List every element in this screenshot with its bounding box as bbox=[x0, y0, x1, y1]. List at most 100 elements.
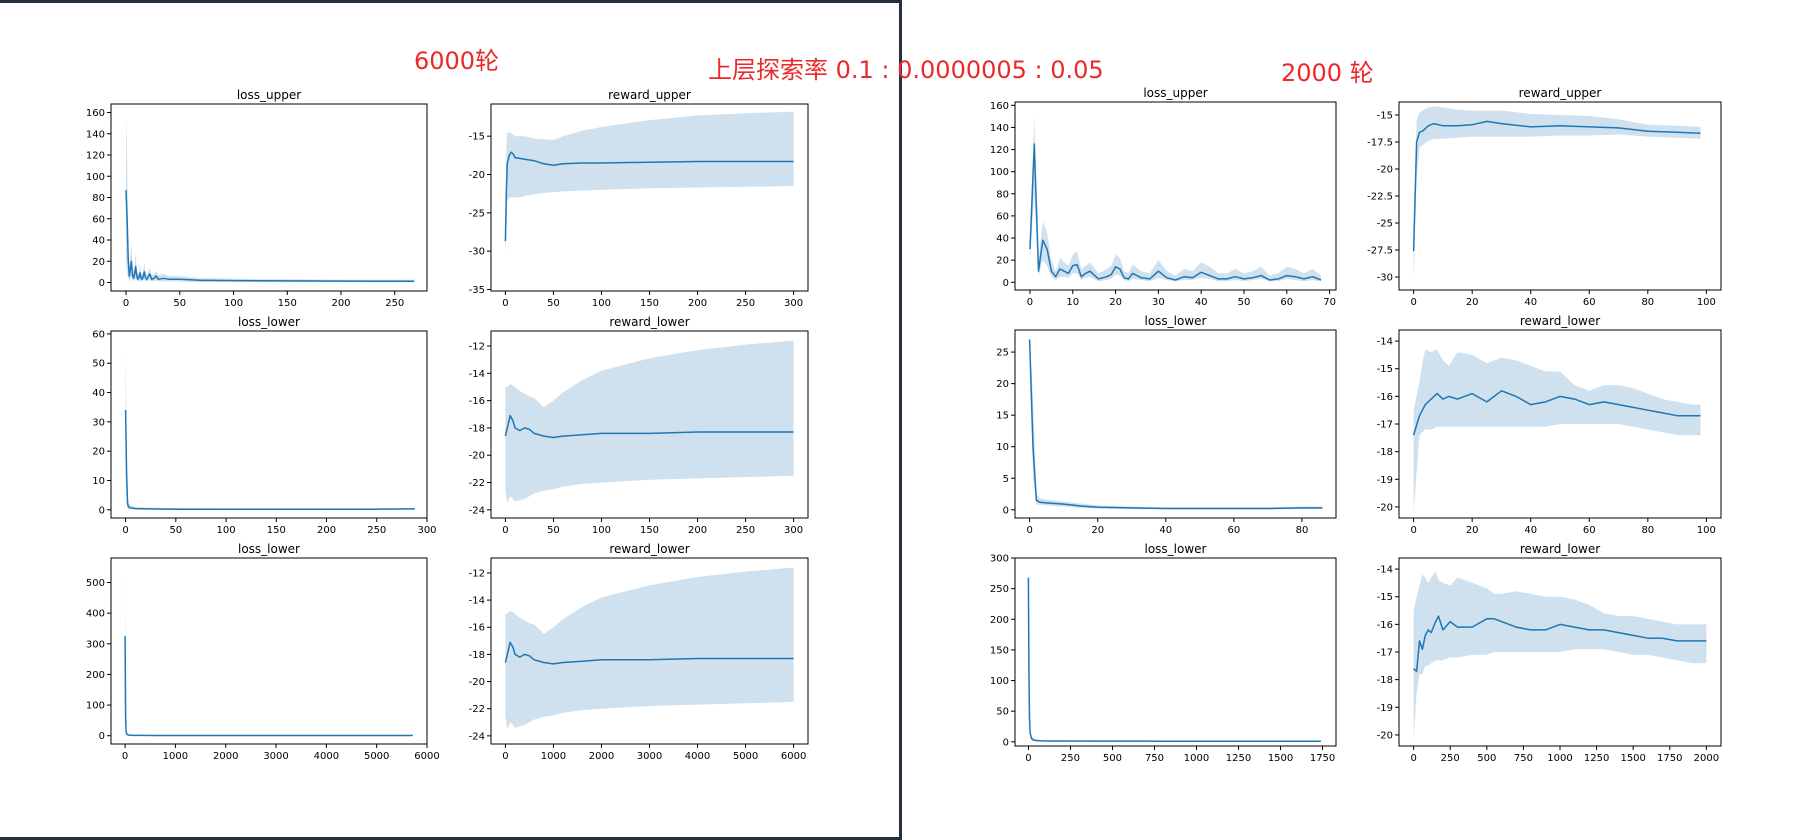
std-band bbox=[125, 348, 415, 510]
std-band bbox=[1029, 333, 1323, 510]
y-tick-label: 100 bbox=[86, 172, 105, 183]
series-line bbox=[1412, 120, 1701, 252]
y-tick-label: 80 bbox=[996, 189, 1009, 200]
x-tick-label: 6000 bbox=[414, 751, 439, 762]
axes-frame bbox=[110, 103, 428, 292]
y-tick-label: -14 bbox=[1377, 337, 1393, 348]
subplot-title: loss_upper bbox=[237, 88, 301, 102]
x-tick-label: 1500 bbox=[1268, 753, 1293, 764]
x-tick-label: 500 bbox=[1477, 753, 1496, 764]
subplot-10: 0 20 40 60 80 100 -20 -19 -18 -17 -16 -15 -14 reward_… bbox=[1377, 314, 1722, 536]
x-tick-label: 60 bbox=[1583, 297, 1596, 308]
series-line bbox=[1413, 615, 1707, 673]
std-band bbox=[1413, 349, 1701, 513]
y-tick-label: -22 bbox=[469, 478, 485, 489]
subplot-1: 0 50 100 150 200 250 0 20 40 60 80 100 120 140 160 loss… bbox=[86, 88, 428, 309]
series-line bbox=[1028, 339, 1323, 510]
y-tick-label: -20 bbox=[469, 451, 485, 462]
frame-border-top bbox=[0, 0, 902, 3]
y-tick-label: 60 bbox=[92, 214, 105, 225]
series-line bbox=[1027, 577, 1321, 742]
x-tick-label: 100 bbox=[592, 298, 611, 309]
y-tick-label: 15 bbox=[996, 411, 1009, 422]
std-band bbox=[1413, 106, 1701, 283]
y-tick-label: -24 bbox=[469, 731, 485, 742]
y-tick-label: -17 bbox=[1377, 648, 1393, 659]
x-tick-label: 250 bbox=[736, 525, 755, 536]
x-tick-label: 30 bbox=[1152, 297, 1165, 308]
subplot-title: loss_upper bbox=[1143, 86, 1207, 100]
y-tick-label: 200 bbox=[990, 615, 1009, 626]
subplot-6: 0 1000 2000 3000 4000 5000 6000 -24 -22 -20 -18 -16… bbox=[469, 542, 809, 762]
x-tick-label: 20 bbox=[1466, 297, 1479, 308]
x-tick-label: 60 bbox=[1583, 525, 1596, 536]
x-tick-label: 1750 bbox=[1310, 753, 1335, 764]
subplot-7: 0 10 20 30 40 50 60 70 0 20 40 60 80 100 120 140 160 loss… bbox=[990, 86, 1337, 308]
series-line bbox=[504, 641, 794, 665]
series-line bbox=[1029, 143, 1322, 281]
y-tick-label: 20 bbox=[996, 379, 1009, 390]
x-tick-label: 40 bbox=[1159, 525, 1172, 536]
y-tick-label: 0 bbox=[1003, 505, 1009, 516]
x-tick-label: 2000 bbox=[589, 751, 614, 762]
subplot-title: reward_upper bbox=[608, 88, 691, 102]
series-line bbox=[125, 190, 415, 282]
y-tick-label: 50 bbox=[92, 359, 105, 370]
x-tick-label: 200 bbox=[688, 298, 707, 309]
y-tick-label: 300 bbox=[86, 639, 105, 650]
x-tick-label: 10 bbox=[1066, 297, 1079, 308]
y-tick-label: -30 bbox=[469, 247, 485, 258]
y-tick-label: -12 bbox=[469, 568, 485, 579]
axes-frame bbox=[1014, 101, 1337, 291]
x-tick-label: 0 bbox=[502, 751, 508, 762]
x-tick-label: 300 bbox=[784, 298, 803, 309]
y-tick-label: 400 bbox=[86, 609, 105, 620]
x-tick-label: 150 bbox=[278, 298, 297, 309]
subplot-title: loss_lower bbox=[238, 542, 300, 556]
x-tick-label: 200 bbox=[317, 525, 336, 536]
y-tick-label: -14 bbox=[1377, 565, 1393, 576]
series-line bbox=[504, 151, 794, 242]
y-tick-label: -19 bbox=[1377, 475, 1393, 486]
y-tick-label: 25 bbox=[996, 348, 1009, 359]
x-tick-label: 80 bbox=[1641, 525, 1654, 536]
subplot-5: 0 1000 2000 3000 4000 5000 6000 0 100 200 300 400 50… bbox=[86, 542, 440, 762]
std-band bbox=[1030, 116, 1321, 282]
x-tick-label: 3000 bbox=[263, 751, 288, 762]
x-tick-label: 4000 bbox=[314, 751, 339, 762]
y-tick-label: -20 bbox=[469, 170, 485, 181]
y-tick-label: 100 bbox=[990, 676, 1009, 687]
std-band bbox=[1028, 573, 1321, 742]
std-band bbox=[505, 111, 794, 255]
y-tick-label: -27.5 bbox=[1367, 246, 1393, 257]
y-tick-label: 0 bbox=[1003, 278, 1009, 289]
subplot-11: 0 250 500 750 1000 1250 1500 1750 0 50 100 150 200 25… bbox=[990, 542, 1337, 764]
x-tick-label: 250 bbox=[1061, 753, 1080, 764]
y-tick-label: 20 bbox=[92, 257, 105, 268]
std-band bbox=[505, 567, 794, 730]
y-tick-label: -22 bbox=[469, 704, 485, 715]
x-tick-label: 100 bbox=[1697, 297, 1716, 308]
subplot-title: reward_lower bbox=[609, 315, 689, 329]
x-tick-label: 100 bbox=[1697, 525, 1716, 536]
axes-frame bbox=[1014, 557, 1337, 747]
y-tick-label: 120 bbox=[990, 145, 1009, 156]
y-tick-label: 40 bbox=[92, 388, 105, 399]
x-tick-label: 250 bbox=[1441, 753, 1460, 764]
x-tick-label: 6000 bbox=[781, 751, 806, 762]
x-tick-label: 0 bbox=[1026, 525, 1032, 536]
x-tick-label: 1750 bbox=[1657, 753, 1682, 764]
y-tick-label: 20 bbox=[92, 447, 105, 458]
y-tick-label: -20 bbox=[469, 677, 485, 688]
x-tick-label: 250 bbox=[736, 298, 755, 309]
y-tick-label: -19 bbox=[1377, 703, 1393, 714]
subplot-8: 0 20 40 60 80 100 -30 -27.5 -25 -22.5 -20 -17.5 -15 r… bbox=[1367, 86, 1722, 308]
y-tick-label: 40 bbox=[996, 234, 1009, 245]
y-tick-label: -15 bbox=[1377, 110, 1393, 121]
x-tick-label: 60 bbox=[1228, 525, 1241, 536]
y-tick-label: 150 bbox=[990, 645, 1009, 656]
y-tick-label: 100 bbox=[86, 701, 105, 712]
frame-border-right bbox=[899, 0, 902, 840]
x-tick-label: 1000 bbox=[163, 751, 188, 762]
y-tick-label: -17 bbox=[1377, 420, 1393, 431]
